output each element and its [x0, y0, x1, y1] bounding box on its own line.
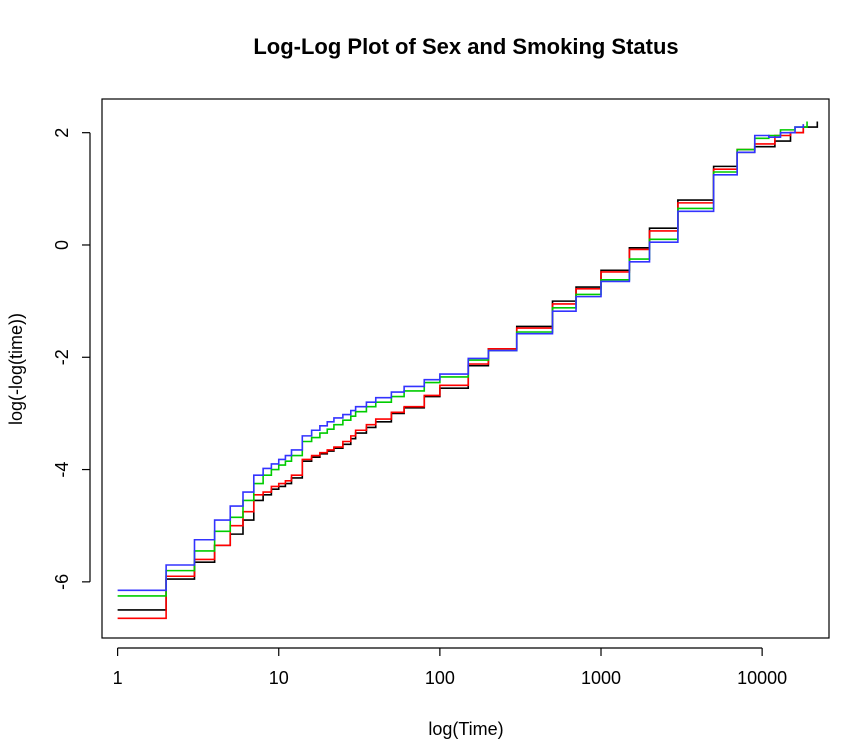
y-tick-label: -2	[52, 349, 72, 365]
x-axis-label: log(Time)	[428, 719, 503, 739]
chart-title: Log-Log Plot of Sex and Smoking Status	[253, 34, 678, 59]
y-tick-label: -6	[52, 574, 72, 590]
x-tick-label: 1	[113, 668, 123, 688]
y-axis: -6 -4 -2 0 2	[52, 128, 91, 590]
x-axis: 1 10 100 1000 10000	[113, 647, 787, 688]
series-line-4	[117, 124, 805, 592]
x-tick-label: 1000	[581, 668, 621, 688]
x-tick-label: 100	[425, 668, 455, 688]
y-axis-label: log(-log(time))	[6, 313, 26, 425]
y-tick-label: 0	[52, 240, 72, 250]
series-line-1	[117, 121, 819, 611]
x-tick-label: 10000	[737, 668, 787, 688]
series-layer	[117, 121, 819, 620]
x-tick-label: 10	[269, 668, 289, 688]
plot-frame	[101, 98, 830, 639]
y-tick-label: -4	[52, 462, 72, 478]
series-line-3	[117, 121, 808, 597]
series-line-2	[117, 124, 805, 620]
y-tick-label: 2	[52, 128, 72, 138]
